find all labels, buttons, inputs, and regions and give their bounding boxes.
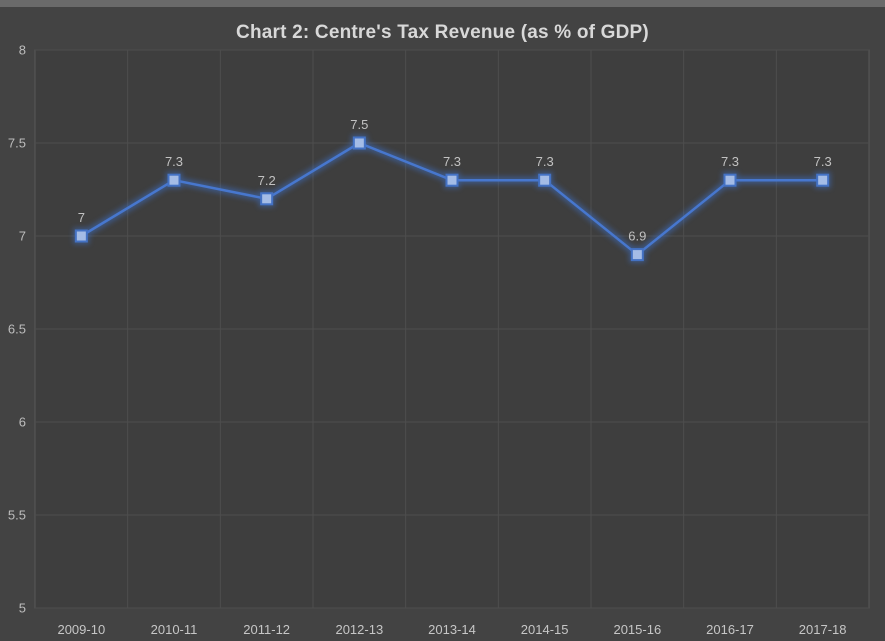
data-point-marker xyxy=(167,173,181,187)
data-point-label: 7.3 xyxy=(536,154,554,169)
data-point-marker xyxy=(445,173,459,187)
y-axis-tick-label: 8 xyxy=(19,43,26,58)
chart-title: Chart 2: Centre's Tax Revenue (as % of G… xyxy=(236,22,649,43)
data-point-label: 7.3 xyxy=(721,154,739,169)
x-axis-tick-label: 2011-12 xyxy=(243,622,290,637)
y-axis-tick-label: 6.5 xyxy=(8,322,26,337)
x-axis-tick-label: 2015-16 xyxy=(613,622,661,637)
data-point-label: 7.3 xyxy=(443,154,461,169)
data-point-label: 7 xyxy=(78,210,85,225)
y-axis-tick-label: 5 xyxy=(19,601,26,616)
y-axis-tick-label: 5.5 xyxy=(8,508,26,523)
data-point-label: 6.9 xyxy=(628,229,646,244)
y-axis-tick-label: 7.5 xyxy=(8,136,26,151)
x-axis-tick-label: 2017-18 xyxy=(799,622,847,637)
y-axis-tick-label: 6 xyxy=(19,415,26,430)
data-point-label: 7.2 xyxy=(258,173,276,188)
data-point-marker xyxy=(723,173,737,187)
x-axis-tick-label: 2016-17 xyxy=(706,622,754,637)
data-point-marker xyxy=(630,248,644,262)
data-point-label: 7.3 xyxy=(165,154,183,169)
y-axis-tick-label: 7 xyxy=(19,229,26,244)
x-axis-tick-label: 2010-11 xyxy=(151,622,198,637)
data-point-marker xyxy=(74,229,88,243)
data-point-marker xyxy=(538,173,552,187)
x-axis-tick-label: 2013-14 xyxy=(428,622,476,637)
data-point-marker xyxy=(260,192,274,206)
x-axis-tick-label: 2014-15 xyxy=(521,622,569,637)
data-point-label: 7.5 xyxy=(350,117,368,132)
x-axis-tick-label: 2012-13 xyxy=(335,622,383,637)
x-axis-tick-label: 2009-10 xyxy=(57,622,105,637)
window-top-strip xyxy=(0,0,885,7)
data-point-marker xyxy=(352,136,366,150)
data-point-marker xyxy=(816,173,830,187)
data-point-label: 7.3 xyxy=(814,154,832,169)
